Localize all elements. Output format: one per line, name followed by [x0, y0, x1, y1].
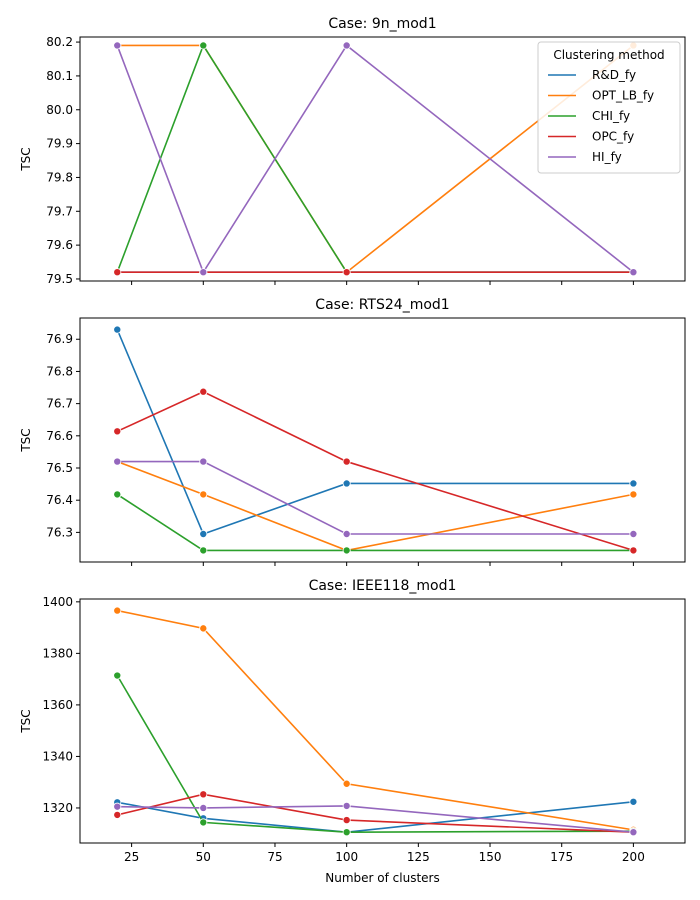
legend: Clustering method R&D_fy OPT_LB_fy CHI_fy OP… — [537, 41, 681, 174]
chart-title: Case: 9n_mod1 — [328, 16, 436, 32]
y-tick-label: 1360 — [42, 698, 73, 712]
chart-title: Case: RTS24_mod1 — [315, 297, 449, 313]
series-line-r-d-fy — [116, 329, 634, 535]
y-tick-label: 1340 — [42, 749, 73, 763]
x-tick-label: 50 — [196, 850, 211, 864]
data-point-opc-fy — [113, 268, 122, 277]
x-tick-label: 150 — [479, 850, 502, 864]
data-point-opc-fy — [342, 457, 351, 466]
series-line-hi-fy — [117, 805, 634, 833]
data-point-hi-fy — [629, 828, 638, 837]
series-line-r-d-fy — [117, 800, 634, 833]
y-axis-label: TSC — [19, 147, 33, 171]
y-tick-label: 76.4 — [46, 493, 73, 507]
data-point-hi-fy — [342, 41, 351, 50]
y-tick-label: 79.7 — [46, 204, 73, 218]
y-tick-label: 79.8 — [46, 170, 73, 184]
data-point-hi-fy — [113, 802, 122, 811]
data-point-hi-fy — [629, 268, 638, 277]
y-axis-label: TSC — [19, 709, 33, 733]
y-tick-label: 76.7 — [46, 397, 73, 411]
chart-panel-2: Case: RTS24_mod1 76.3 76.4 76.5 76.6 76.7 76.8… — [19, 297, 686, 566]
data-point-chi-fy — [113, 490, 122, 499]
series-line-opt-lb-fy — [116, 460, 634, 552]
series-line-chi-fy — [116, 493, 634, 552]
y-axis-label: TSC — [19, 428, 33, 452]
series-line-hi-fy — [116, 44, 634, 274]
axes-frame — [79, 317, 686, 563]
data-point-hi-fy — [113, 457, 122, 466]
data-point-hi-fy — [199, 803, 208, 812]
y-tick-label: 79.6 — [46, 238, 73, 252]
legend-title: Clustering method — [553, 48, 664, 62]
axes-frame — [79, 598, 686, 844]
y-tick-label: 76.9 — [46, 332, 73, 346]
legend-label-opt-lb-fy: OPT_LB_fy — [592, 89, 654, 103]
data-point-hi-fy — [113, 41, 122, 50]
x-tick-label: 100 — [335, 850, 358, 864]
y-tick-label: 1380 — [42, 646, 73, 660]
data-point-opc-fy — [113, 427, 122, 436]
data-point-opt-lb-fy — [629, 490, 638, 499]
y-tick-label: 1400 — [42, 595, 73, 609]
legend-label-chi-fy: CHI_fy — [592, 109, 630, 123]
data-point-r-d-fy — [629, 797, 638, 806]
data-point-opt-lb-fy — [342, 779, 351, 788]
data-point-hi-fy — [199, 268, 208, 277]
data-point-chi-fy — [199, 41, 208, 50]
data-point-opc-fy — [113, 810, 122, 819]
data-point-chi-fy — [113, 671, 122, 680]
y-tick-label: 1320 — [42, 801, 73, 815]
axes-frame — [79, 36, 686, 282]
series-line-opc-fy — [116, 390, 634, 552]
legend-label-opc-fy: OPC_fy — [592, 130, 634, 144]
x-tick-label: 75 — [267, 850, 282, 864]
data-point-hi-fy — [629, 529, 638, 538]
data-point-chi-fy — [199, 818, 208, 827]
data-point-opc-fy — [342, 268, 351, 277]
y-tick-label: 80.2 — [46, 35, 73, 49]
data-point-opc-fy — [199, 790, 208, 799]
data-point-r-d-fy — [629, 479, 638, 488]
y-tick-label: 76.3 — [46, 525, 73, 539]
x-axis-label: Number of clusters — [325, 871, 439, 885]
y-tick-label: 76.5 — [46, 461, 73, 475]
data-point-opt-lb-fy — [199, 490, 208, 499]
chart-panel-1: Case: 9n_mod1 79.5 79.6 79.7 79.8 79.9 80.0 80.… — [19, 16, 686, 286]
data-point-opc-fy — [199, 387, 208, 396]
y-tick-label: 79.9 — [46, 137, 73, 151]
data-point-opc-fy — [629, 546, 638, 555]
data-point-r-d-fy — [199, 529, 208, 538]
y-tick-label: 76.6 — [46, 429, 73, 443]
data-point-chi-fy — [199, 546, 208, 555]
series-line-opt-lb-fy — [117, 609, 634, 831]
data-point-r-d-fy — [342, 479, 351, 488]
data-point-opt-lb-fy — [199, 624, 208, 633]
x-tick-label: 175 — [550, 850, 573, 864]
data-point-opc-fy — [342, 816, 351, 825]
legend-label-r-d-fy: R&D_fy — [592, 68, 636, 82]
y-tick-label: 76.8 — [46, 364, 73, 378]
data-point-r-d-fy — [113, 325, 122, 334]
series-line-opc-fy — [117, 793, 634, 833]
chart-panel-3: Case: IEEE118_mod1 1320 1340 1360 1380 1400 25… — [19, 578, 686, 885]
x-tick-label: 200 — [622, 850, 645, 864]
data-point-hi-fy — [199, 457, 208, 466]
data-point-hi-fy — [342, 529, 351, 538]
series-line-hi-fy — [117, 460, 634, 535]
y-tick-label: 80.0 — [46, 103, 73, 117]
data-point-chi-fy — [342, 546, 351, 555]
x-tick-label: 125 — [407, 850, 430, 864]
x-tick-label: 25 — [124, 850, 139, 864]
y-tick-label: 79.5 — [46, 272, 73, 286]
data-point-opt-lb-fy — [113, 606, 122, 615]
data-point-chi-fy — [342, 828, 351, 837]
data-point-hi-fy — [342, 801, 351, 810]
series-line-chi-fy — [116, 675, 634, 833]
legend-label-hi-fy: HI_fy — [592, 150, 622, 164]
chart-title: Case: IEEE118_mod1 — [309, 578, 457, 594]
y-tick-label: 80.1 — [46, 69, 73, 83]
